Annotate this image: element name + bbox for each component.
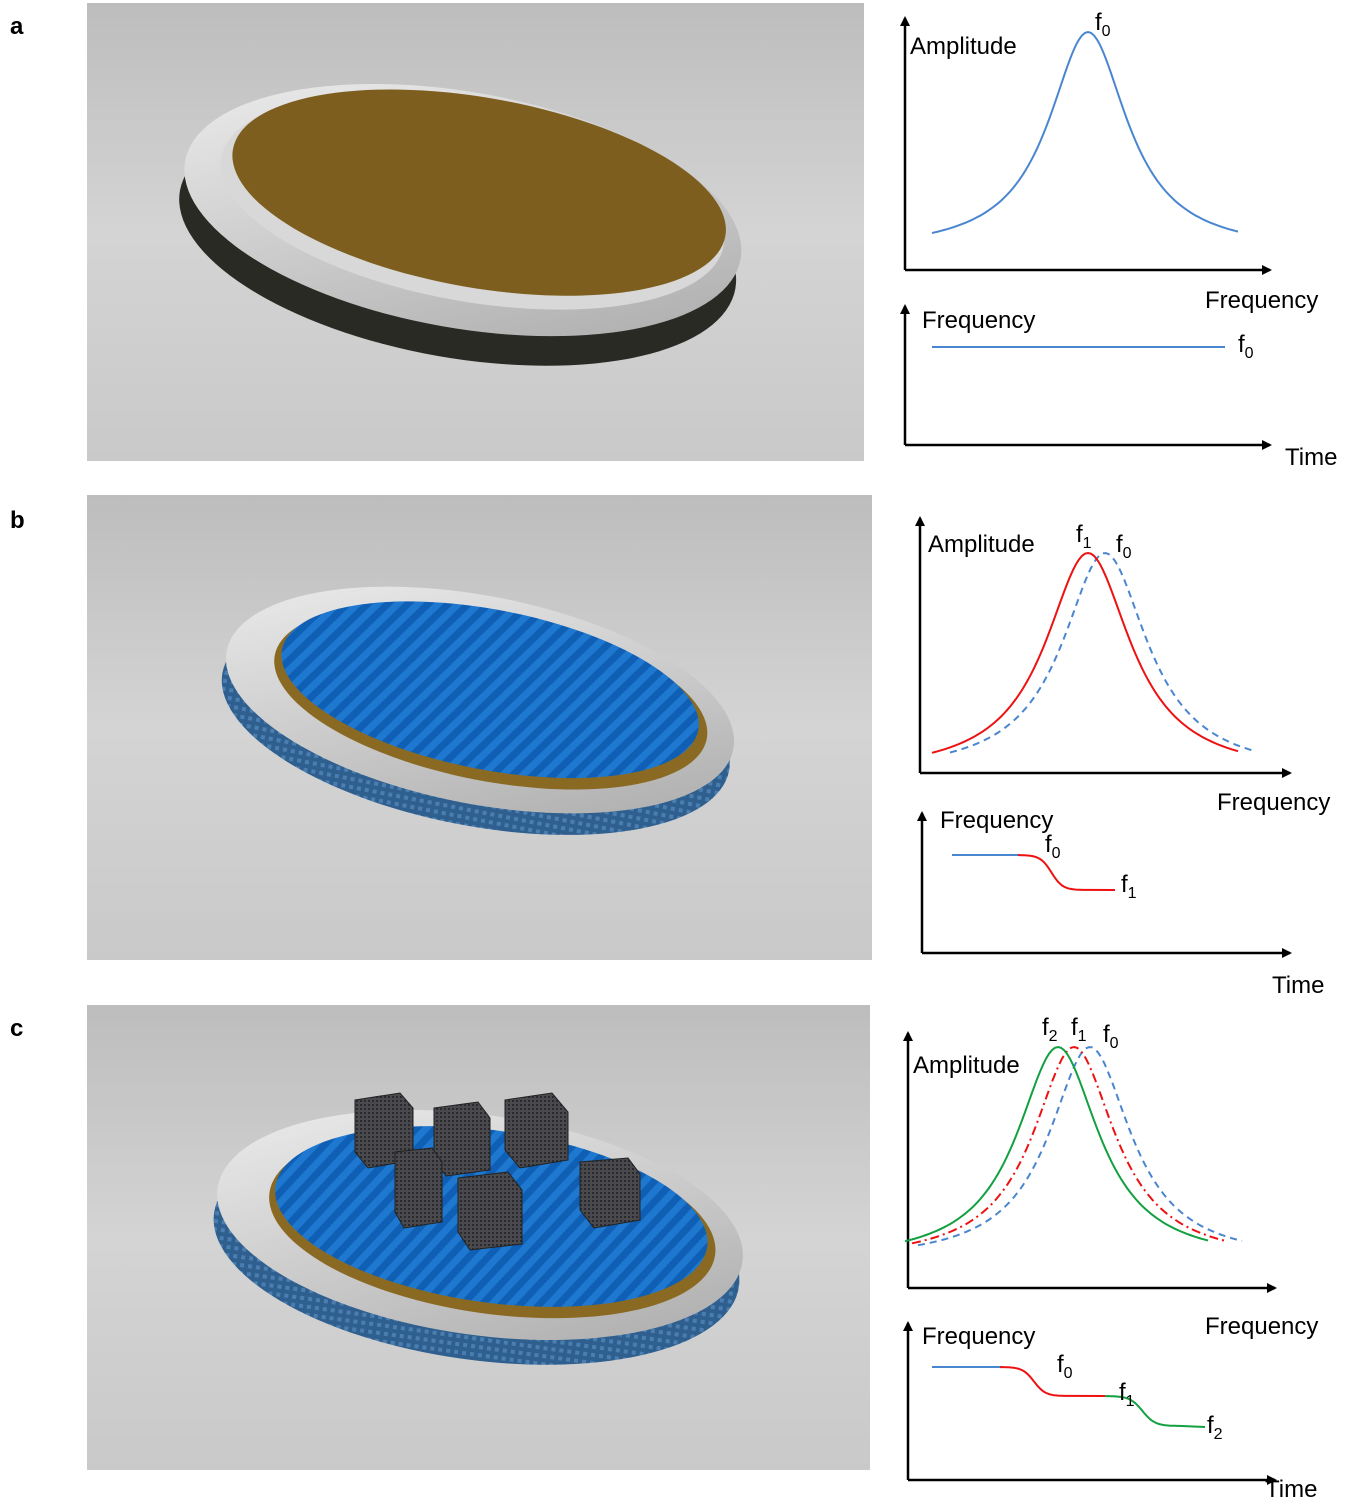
curve bbox=[949, 552, 1254, 754]
panel-label: a bbox=[10, 13, 24, 40]
curve bbox=[911, 1045, 1225, 1245]
x-axis-label: Time bbox=[1272, 972, 1324, 999]
y-axis-label: Amplitude bbox=[928, 531, 1035, 558]
frequency-symbol: f0 bbox=[1238, 331, 1254, 362]
curve bbox=[931, 551, 1239, 754]
x-axis-label: Frequency bbox=[1217, 789, 1330, 816]
symbol: f bbox=[1121, 871, 1128, 898]
subscript: 1 bbox=[1128, 885, 1137, 902]
x-axis-label: Frequency bbox=[1205, 287, 1318, 314]
symbol: f bbox=[1207, 1412, 1214, 1439]
y-axis-label: Amplitude bbox=[910, 33, 1017, 60]
y-axis-label: Frequency bbox=[940, 807, 1053, 834]
curve bbox=[1000, 1366, 1106, 1397]
y-axis-label: Frequency bbox=[922, 307, 1035, 334]
subscript: 0 bbox=[1102, 23, 1111, 40]
frequency-symbol: f2 bbox=[1207, 1412, 1223, 1443]
x-axis-label: Time bbox=[1265, 1476, 1317, 1500]
subscript: 2 bbox=[1214, 1426, 1223, 1443]
render-c bbox=[87, 1005, 870, 1470]
curve bbox=[931, 30, 1239, 234]
x-axis-label: Frequency bbox=[1205, 1313, 1318, 1340]
symbol: f bbox=[1116, 531, 1123, 558]
curve bbox=[917, 1046, 1243, 1247]
frequency-symbol: f1 bbox=[1076, 521, 1092, 552]
frequency-symbol: f1 bbox=[1071, 1014, 1087, 1045]
panel-label: b bbox=[10, 507, 25, 534]
symbol: f bbox=[1057, 1351, 1064, 1378]
subscript: 2 bbox=[1049, 1028, 1058, 1045]
subscript: 0 bbox=[1064, 1365, 1073, 1382]
y-axis-label: Amplitude bbox=[913, 1052, 1020, 1079]
y-axis-label: Frequency bbox=[922, 1323, 1035, 1350]
frequency-symbol: f0 bbox=[1057, 1351, 1073, 1382]
subscript: 1 bbox=[1083, 535, 1092, 552]
symbol: f bbox=[1042, 1014, 1049, 1041]
symbol: f bbox=[1119, 1379, 1126, 1406]
symbol: f bbox=[1045, 831, 1052, 858]
subscript: 1 bbox=[1126, 1393, 1135, 1410]
frequency-symbol: f0 bbox=[1116, 531, 1132, 562]
panel-label: c bbox=[10, 1015, 23, 1042]
subscript: 0 bbox=[1110, 1035, 1119, 1052]
subscript: 0 bbox=[1052, 845, 1061, 862]
frequency-symbol: f0 bbox=[1103, 1021, 1119, 1052]
frequency-symbol: f0 bbox=[1045, 831, 1061, 862]
curve bbox=[904, 1045, 1209, 1243]
symbol: f bbox=[1071, 1014, 1078, 1041]
plots: Amplitudef0FrequencyFrequencyf0TimeAmpli… bbox=[900, 9, 1337, 1500]
symbol: f bbox=[1095, 9, 1102, 36]
symbol: f bbox=[1103, 1021, 1110, 1048]
curve bbox=[1105, 1395, 1206, 1428]
subscript: 1 bbox=[1078, 1028, 1087, 1045]
frequency-symbol: f1 bbox=[1121, 871, 1137, 902]
curve bbox=[1018, 854, 1116, 891]
frequency-symbol: f0 bbox=[1095, 9, 1111, 40]
x-axis-label: Time bbox=[1285, 444, 1337, 471]
symbol: f bbox=[1076, 521, 1083, 548]
frequency-symbol: f1 bbox=[1119, 1379, 1135, 1410]
render-a bbox=[87, 3, 864, 461]
subscript: 0 bbox=[1245, 345, 1254, 362]
frequency-symbol: f2 bbox=[1042, 1014, 1058, 1045]
symbol: f bbox=[1238, 331, 1245, 358]
subscript: 0 bbox=[1123, 545, 1132, 562]
render-b bbox=[87, 495, 872, 960]
